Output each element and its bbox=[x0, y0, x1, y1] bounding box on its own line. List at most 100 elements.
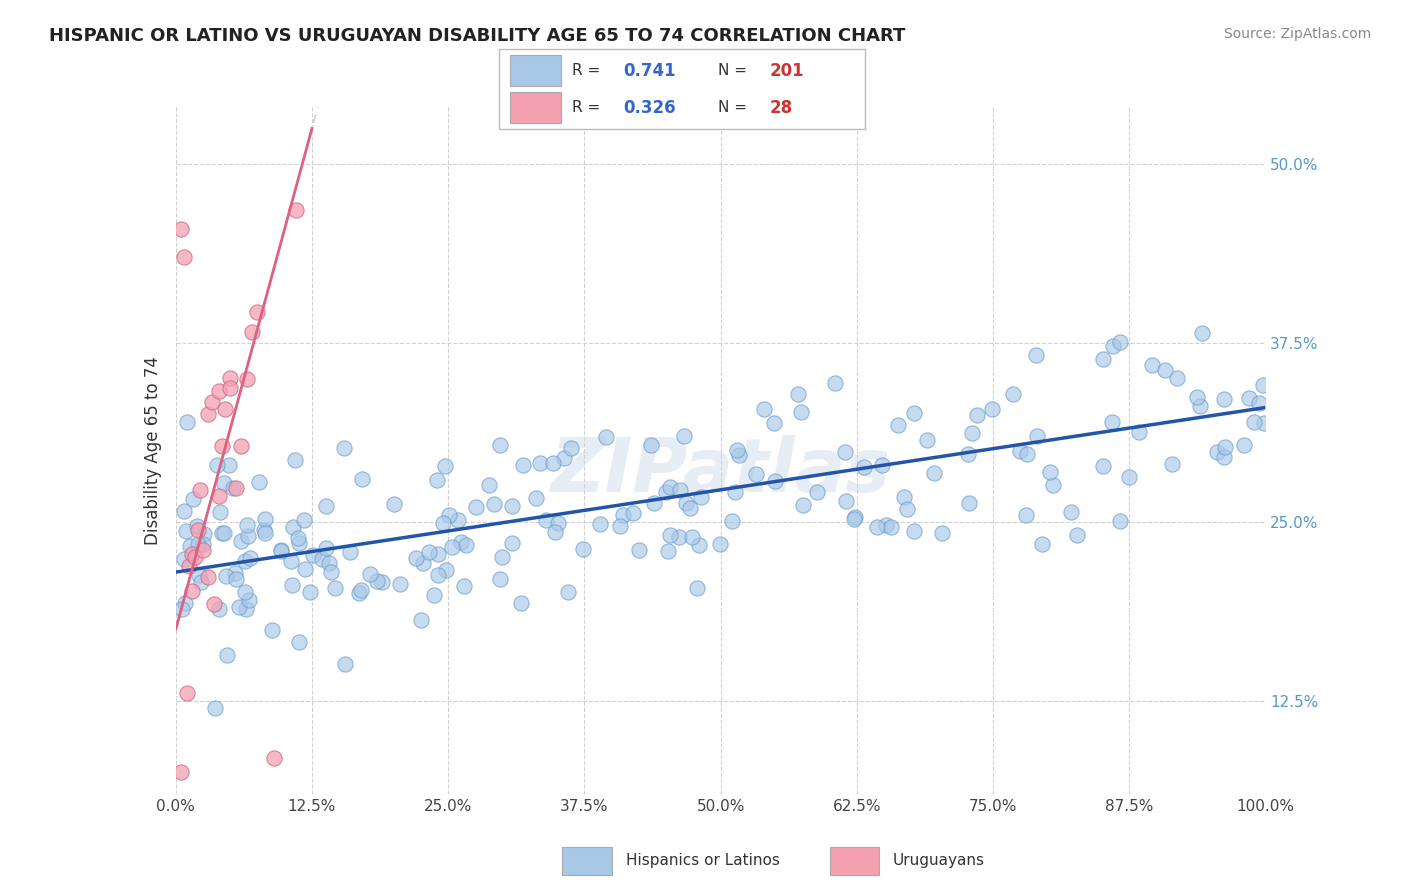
Point bbox=[215, 648, 238, 662]
Point bbox=[366, 574, 388, 588]
FancyBboxPatch shape bbox=[510, 55, 561, 86]
Point bbox=[1153, 363, 1175, 377]
Point bbox=[745, 467, 768, 481]
Point bbox=[669, 483, 692, 497]
Point bbox=[288, 535, 311, 549]
Point bbox=[690, 490, 713, 504]
Point bbox=[186, 519, 208, 533]
Point bbox=[491, 550, 513, 565]
Point bbox=[640, 438, 662, 452]
Point bbox=[1128, 425, 1150, 440]
Point bbox=[688, 538, 710, 552]
Point bbox=[299, 585, 322, 599]
Point bbox=[1060, 505, 1083, 519]
Point bbox=[239, 551, 262, 566]
Point bbox=[186, 523, 209, 537]
Point bbox=[405, 550, 427, 565]
Point bbox=[880, 519, 903, 533]
Point bbox=[1091, 458, 1114, 473]
Point bbox=[197, 407, 219, 421]
Point bbox=[1042, 478, 1064, 492]
Point bbox=[844, 510, 866, 524]
Point bbox=[224, 566, 246, 580]
Text: N =: N = bbox=[718, 100, 752, 115]
Point bbox=[960, 425, 983, 440]
Point bbox=[571, 542, 593, 557]
Point bbox=[188, 483, 211, 497]
Point bbox=[560, 442, 582, 456]
Point bbox=[790, 405, 813, 419]
Text: Uruguayans: Uruguayans bbox=[893, 854, 984, 868]
Point bbox=[294, 562, 316, 576]
Point bbox=[231, 439, 253, 453]
Text: 0.326: 0.326 bbox=[623, 99, 676, 117]
Point bbox=[287, 531, 309, 545]
Point bbox=[454, 538, 477, 552]
Point bbox=[173, 503, 195, 517]
Point bbox=[193, 537, 215, 551]
Point bbox=[1251, 377, 1274, 392]
Point bbox=[433, 459, 456, 474]
Point bbox=[436, 562, 458, 576]
Point bbox=[1108, 334, 1130, 349]
Point bbox=[1161, 457, 1184, 471]
Point bbox=[432, 516, 454, 531]
Point bbox=[1206, 445, 1229, 459]
Point bbox=[1212, 392, 1234, 406]
Point bbox=[173, 250, 195, 264]
Point bbox=[174, 596, 197, 610]
Point bbox=[204, 701, 226, 715]
Point bbox=[292, 513, 315, 527]
Point bbox=[534, 513, 557, 527]
Point bbox=[1039, 465, 1062, 479]
Text: 0.741: 0.741 bbox=[623, 62, 676, 79]
Point bbox=[332, 442, 354, 456]
Point bbox=[211, 439, 233, 453]
Point bbox=[1066, 527, 1088, 541]
Point bbox=[202, 597, 225, 611]
Point bbox=[621, 506, 644, 520]
Point bbox=[238, 592, 260, 607]
Point bbox=[208, 384, 231, 398]
Point bbox=[824, 376, 846, 390]
Point bbox=[1025, 348, 1047, 362]
FancyBboxPatch shape bbox=[510, 93, 561, 123]
Point bbox=[173, 552, 195, 566]
Point bbox=[176, 686, 198, 700]
Point bbox=[187, 537, 209, 551]
Point bbox=[1002, 387, 1025, 401]
Point bbox=[547, 516, 569, 530]
Text: 201: 201 bbox=[769, 62, 804, 79]
Point bbox=[1166, 370, 1188, 384]
Point bbox=[544, 525, 567, 540]
Point bbox=[359, 567, 381, 582]
Point bbox=[524, 491, 547, 505]
Y-axis label: Disability Age 65 to 74: Disability Age 65 to 74 bbox=[143, 356, 162, 545]
Point bbox=[512, 458, 534, 472]
Point bbox=[231, 533, 253, 548]
Point bbox=[208, 490, 231, 504]
Point bbox=[301, 548, 323, 562]
Point bbox=[595, 430, 617, 444]
Point bbox=[903, 406, 925, 420]
Point bbox=[170, 221, 193, 235]
Point bbox=[1109, 514, 1132, 528]
Point bbox=[235, 371, 257, 385]
Point bbox=[389, 577, 412, 591]
Point bbox=[657, 543, 679, 558]
Point bbox=[709, 537, 731, 551]
Point bbox=[609, 519, 631, 533]
Point bbox=[409, 613, 432, 627]
Point bbox=[384, 497, 406, 511]
Point bbox=[1191, 326, 1213, 340]
Text: N =: N = bbox=[718, 63, 752, 78]
Point bbox=[284, 202, 307, 217]
Point bbox=[489, 572, 512, 586]
Point bbox=[915, 434, 938, 448]
Point bbox=[183, 491, 205, 506]
Point bbox=[1092, 351, 1115, 366]
Point bbox=[681, 530, 703, 544]
Point bbox=[209, 505, 232, 519]
Point bbox=[655, 485, 678, 500]
Point bbox=[792, 499, 814, 513]
